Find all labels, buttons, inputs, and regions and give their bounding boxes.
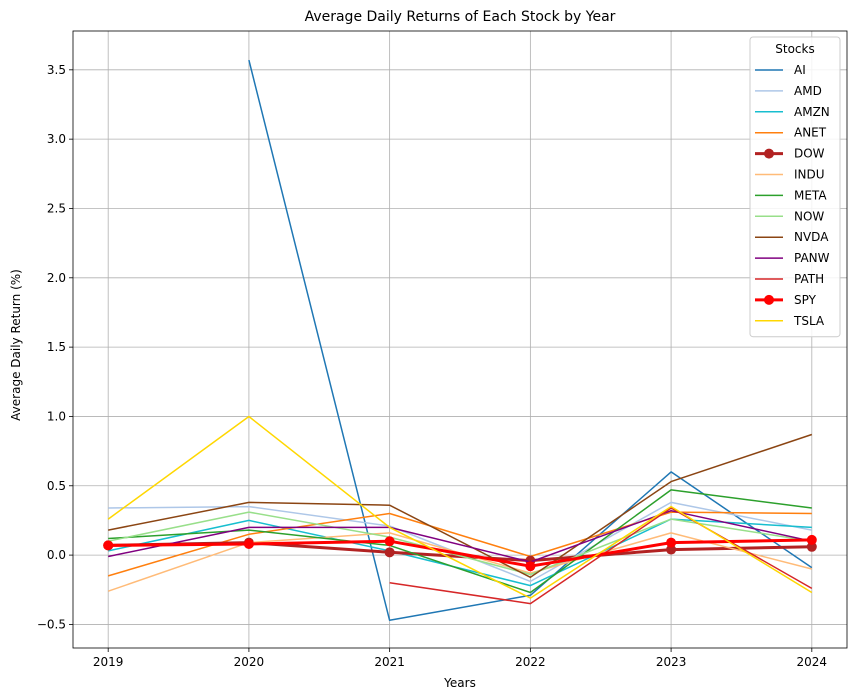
legend-label-now: NOW	[794, 209, 824, 223]
x-axis: 2019 2020 2021 2022 2023 2024	[93, 648, 827, 669]
legend-item-anet: ANET	[755, 126, 827, 140]
legend-item-nvda: NVDA	[755, 230, 829, 244]
series-lines	[103, 59, 817, 622]
series-ai	[248, 59, 813, 622]
legend-label-anet: ANET	[794, 126, 827, 140]
legend-item-indu: INDU	[755, 168, 825, 182]
y-tick-label: 1.5	[47, 340, 66, 354]
series-line-now	[108, 511, 812, 576]
data-point-spy	[525, 561, 536, 572]
x-tick-label: 2020	[234, 655, 265, 669]
legend-label-amzn: AMZN	[794, 105, 830, 119]
y-tick-label: 2.0	[47, 271, 66, 285]
series-line-panw	[108, 509, 812, 563]
legend-label-tsla: TSLA	[793, 314, 825, 328]
series-anet	[107, 511, 812, 577]
y-tick-label: 2.5	[47, 201, 66, 215]
legend-label-panw: PANW	[794, 251, 830, 265]
legend-item-panw: PANW	[755, 251, 830, 265]
legend-label-nvda: NVDA	[794, 230, 829, 244]
legend-item-spy: SPY	[755, 293, 817, 307]
legend-label-amd: AMD	[794, 84, 822, 98]
x-tick-label: 2021	[374, 655, 405, 669]
data-point-spy	[243, 539, 254, 550]
series-line-ai	[248, 59, 813, 622]
series-spy	[103, 534, 817, 572]
data-point-dow	[666, 544, 677, 555]
y-axis: −0.5 0.0 0.5 1.0 1.5 2.0 2.5 3.0 3.5	[37, 63, 73, 631]
plot-frame	[72, 30, 848, 649]
data-point-spy	[666, 537, 677, 548]
data-point-spy	[806, 534, 817, 545]
series-panw	[108, 509, 812, 563]
legend: Stocks AI AMD AMZN ANET DOW INDU META NOW NVDA PAN…	[749, 36, 841, 338]
series-line-nvda	[108, 433, 813, 579]
series-line-tsla	[107, 415, 813, 599]
series-nvda	[108, 433, 813, 579]
x-tick-label: 2022	[515, 655, 546, 669]
legend-item-path: PATH	[755, 272, 824, 286]
legend-label-path: PATH	[794, 272, 824, 286]
y-tick-label: 0.0	[47, 548, 66, 562]
series-tsla	[107, 415, 813, 599]
legend-label-indu: INDU	[794, 168, 825, 182]
x-axis-title: Years	[443, 676, 476, 690]
legend-item-now: NOW	[755, 209, 824, 223]
series-now	[108, 511, 812, 576]
legend-item-dow: DOW	[755, 147, 825, 161]
y-axis-title: Average Daily Return (%)	[9, 269, 23, 421]
legend-item-amd: AMD	[755, 84, 822, 98]
legend-label-ai: AI	[794, 63, 806, 77]
data-point-spy	[103, 540, 114, 551]
legend-label-dow: DOW	[794, 147, 825, 161]
chart-title: Average Daily Returns of Each Stock by Y…	[305, 9, 616, 25]
x-tick-label: 2024	[797, 655, 828, 669]
legend-marker-spy	[764, 294, 774, 305]
series-line-spy	[108, 538, 812, 568]
data-point-dow	[384, 547, 395, 558]
x-tick-label: 2019	[93, 655, 124, 669]
y-tick-label: 3.5	[47, 63, 66, 77]
y-tick-label: 3.0	[47, 132, 66, 146]
legend-item-tsla: TSLA	[755, 314, 825, 328]
legend-box	[749, 36, 841, 338]
legend-title: Stocks	[775, 42, 814, 56]
legend-item-amzn: AMZN	[755, 105, 830, 119]
x-tick-label: 2023	[656, 655, 687, 669]
legend-item-ai: AI	[755, 63, 806, 77]
legend-marker-dow	[764, 148, 774, 159]
y-tick-label: 0.5	[47, 479, 66, 493]
legend-label-meta: META	[794, 188, 827, 202]
data-point-dow	[806, 541, 817, 552]
y-tick-label: −0.5	[37, 617, 66, 631]
legend-item-meta: META	[755, 188, 827, 202]
legend-label-spy: SPY	[794, 293, 817, 307]
series-line-anet	[107, 511, 812, 577]
data-point-spy	[384, 536, 395, 547]
y-tick-label: 1.0	[47, 409, 66, 423]
